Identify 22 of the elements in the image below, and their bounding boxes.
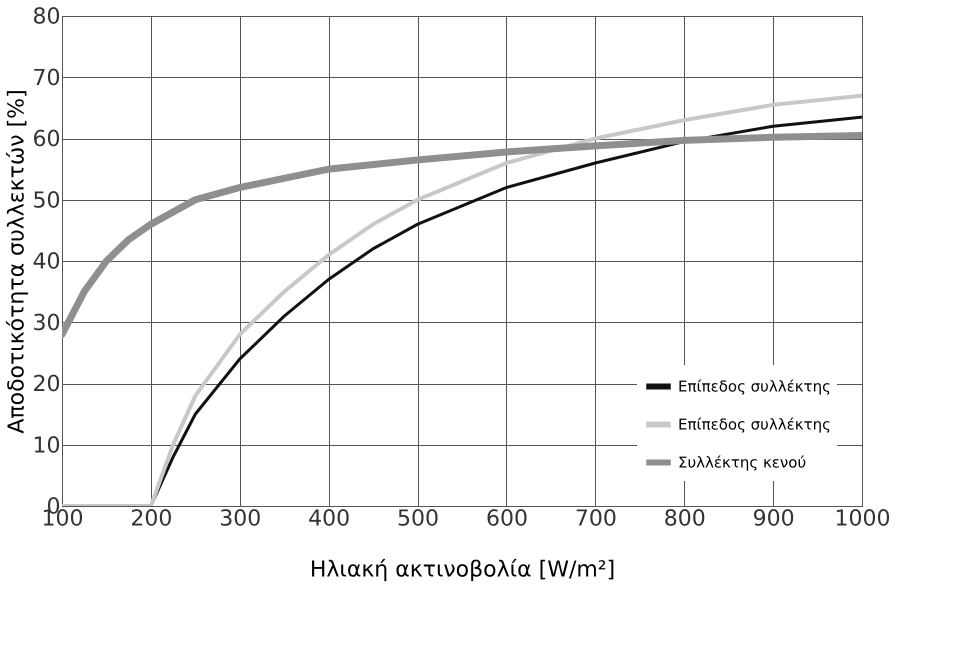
x-tick-label: 600 [486,506,528,532]
legend-label: Επίπεδος συλλέκτης [678,378,831,396]
y-tick-label: 80 [32,4,60,30]
y-axis-title: Αποδοτικότητα συλλεκτών [%] [4,89,30,434]
y-tick-label: 20 [32,372,60,397]
y-tick-label: 50 [32,188,60,214]
x-tick-label: 200 [130,506,172,532]
x-tick-label: 800 [664,506,706,532]
y-tick-label: 30 [32,310,60,336]
y-tick-label: 60 [32,127,60,152]
x-axis-title: Ηλιακή ακτινοβολία [W/m²] [310,558,616,582]
x-tick-label: 1000 [834,506,890,532]
y-tick-label: 70 [32,66,60,91]
x-tick-label: 400 [308,506,350,532]
x-tick-label: 500 [397,506,440,532]
x-tick-label: 700 [574,506,617,532]
y-tick-label: 10 [32,433,60,458]
y-tick-label: 40 [32,250,60,274]
x-tick-label: 900 [752,506,795,532]
x-tick-label: 300 [219,506,262,532]
legend-label: Συλλέκτης κενού [678,454,806,472]
legend-label: Επίπεδος συλλέκτης [678,416,831,434]
